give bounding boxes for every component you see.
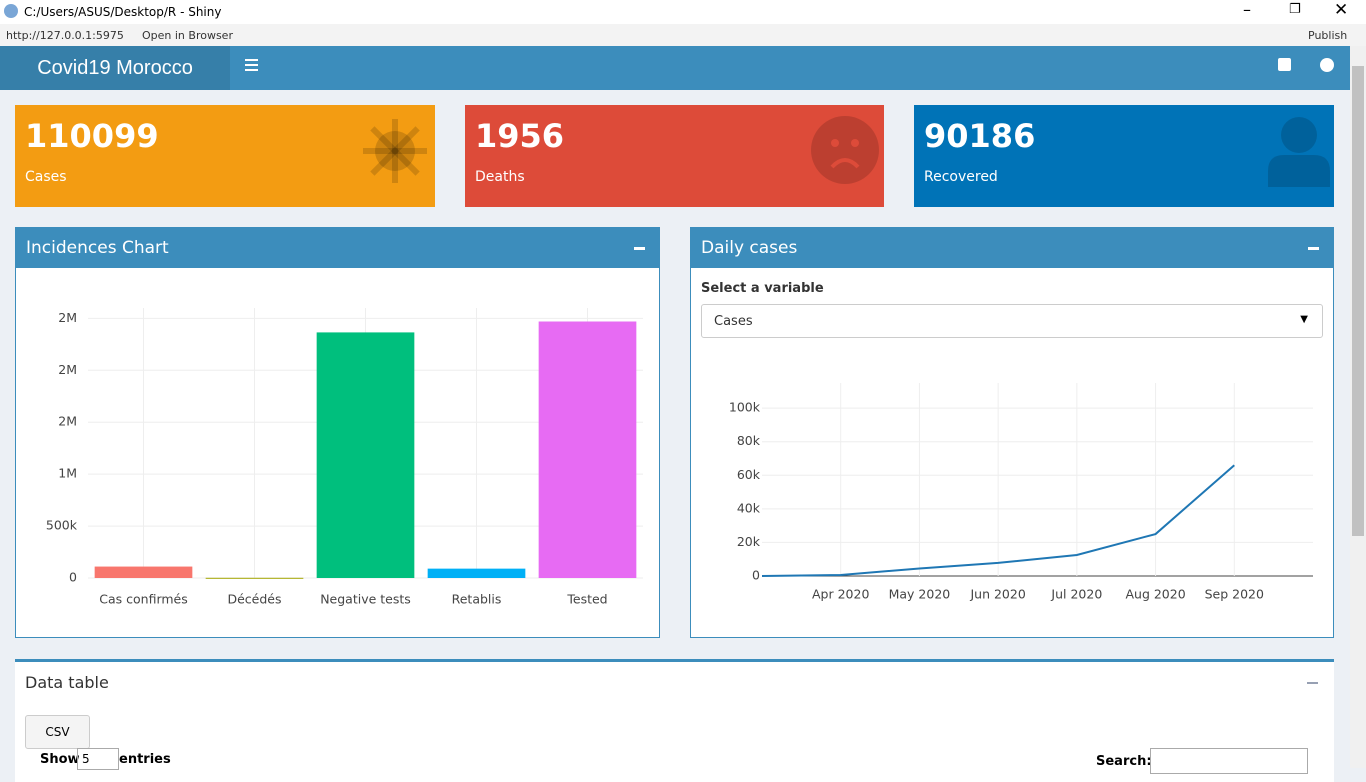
scrollbar[interactable] — [1350, 46, 1366, 768]
app-icon — [4, 4, 18, 18]
csv-label: CSV — [45, 725, 70, 739]
value: 90186 — [924, 117, 1036, 155]
select-arrow: ▼ — [1300, 314, 1308, 325]
show-label: Show — [40, 752, 80, 767]
window-title: C:/Users/ASUS/Desktop/R - Shiny — [24, 5, 222, 19]
url-bar: http://127.0.0.1:5975 Open in Browser Pu… — [0, 24, 1366, 47]
label: Cases — [25, 169, 67, 185]
select[interactable]: Cases ▼ — [701, 304, 1323, 338]
linkedin-icon[interactable] — [1278, 58, 1291, 71]
collapse[interactable] — [634, 247, 645, 250]
label: Deaths — [475, 169, 525, 185]
close[interactable]: ✕ — [1334, 0, 1349, 20]
select-value: Cases — [714, 314, 753, 329]
window-titlebar: C:/Users/ASUS/Desktop/R - Shiny – ❐ ✕ — [0, 0, 1366, 24]
logo[interactable]: Covid19 Morocco — [0, 46, 230, 90]
user-icon — [1268, 117, 1330, 187]
menu-toggle[interactable] — [245, 59, 258, 71]
publish[interactable]: Publish — [1308, 29, 1348, 42]
open-browser[interactable]: Open in Browser — [142, 29, 233, 42]
value: 1956 — [475, 117, 565, 155]
entries-label: entries — [119, 752, 171, 767]
panel-title: Incidences Chart — [16, 228, 659, 268]
value-box: 1956 Deaths — [465, 105, 884, 207]
select-label: Select a variable — [701, 281, 824, 296]
collapse[interactable] — [1308, 247, 1319, 250]
restore[interactable]: ❐ — [1289, 2, 1301, 17]
bar-panel: Incidences Chart — [15, 227, 660, 638]
value-box: 110099 Cases — [15, 105, 435, 207]
length-select[interactable]: 5 — [77, 748, 119, 770]
label: Recovered — [924, 169, 998, 185]
value: 110099 — [25, 117, 159, 155]
csv-button[interactable]: CSV — [25, 715, 90, 749]
value-box: 90186 Recovered — [914, 105, 1334, 207]
line-panel: Daily cases Select a variable Cases ▼ — [690, 227, 1334, 638]
length-value: 5 — [82, 752, 90, 766]
collapse[interactable] — [1307, 682, 1318, 684]
url[interactable]: http://127.0.0.1:5975 — [6, 29, 124, 42]
table-panel: Data table CSV Show 5 entries Search: — [15, 659, 1334, 782]
panel-title: Data table — [25, 673, 109, 692]
github-icon[interactable] — [1320, 58, 1334, 72]
frown-icon — [811, 116, 879, 184]
search-label: Search: — [1096, 754, 1152, 769]
minimize[interactable]: – — [1243, 0, 1251, 19]
virus-icon — [363, 119, 427, 183]
search-input[interactable] — [1150, 748, 1308, 774]
app-header: Covid19 Morocco — [0, 46, 1350, 90]
panel-title: Daily cases — [691, 228, 1333, 268]
